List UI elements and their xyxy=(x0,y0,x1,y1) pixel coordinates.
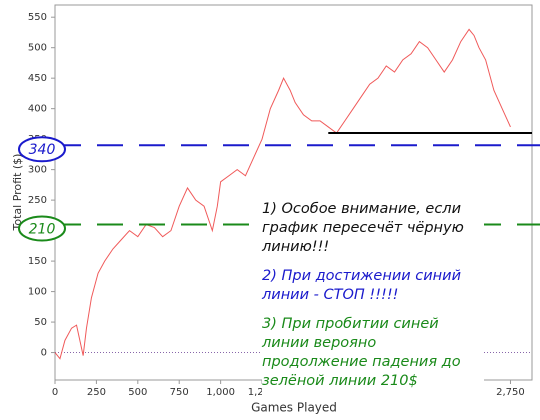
y-tick-label: 300 xyxy=(28,165,47,176)
y-tick-label: 100 xyxy=(28,287,47,298)
y-tick-label: 250 xyxy=(28,195,47,206)
note: 3) При пробитии синей линии вероянo прод… xyxy=(262,316,461,389)
x-axis-title: Games Played xyxy=(251,401,337,415)
x-tick-label: 1,000 xyxy=(206,387,235,398)
y-tick-label: 400 xyxy=(28,104,47,115)
x-tick-label: 250 xyxy=(87,387,106,398)
x-tick-label: 0 xyxy=(52,387,58,398)
reference-label: 210 xyxy=(29,222,56,238)
y-tick-label: 150 xyxy=(28,256,47,267)
note: 2) При достижении синий линии - СТОП !!!… xyxy=(262,268,462,303)
label-oval xyxy=(18,215,66,242)
label-oval xyxy=(18,136,66,163)
notes: 1) Особое внимание, если график пересечё… xyxy=(262,200,484,401)
x-tick-label: 500 xyxy=(128,387,147,398)
x-tick-label: 2,750 xyxy=(496,387,525,398)
y-tick-label: 450 xyxy=(28,73,47,84)
note: 1) Особое внимание, если график пересечё… xyxy=(262,201,464,255)
x-tick-label: 750 xyxy=(170,387,189,398)
y-tick-label: 500 xyxy=(28,43,47,54)
y-axis-title: Total Profit ($) xyxy=(11,154,24,232)
y-tick-label: 550 xyxy=(28,12,47,23)
profit-line xyxy=(54,28,511,360)
reference-label: 340 xyxy=(29,142,56,158)
y-tick-label: 50 xyxy=(34,317,47,328)
y-tick-label: 0 xyxy=(41,348,47,359)
